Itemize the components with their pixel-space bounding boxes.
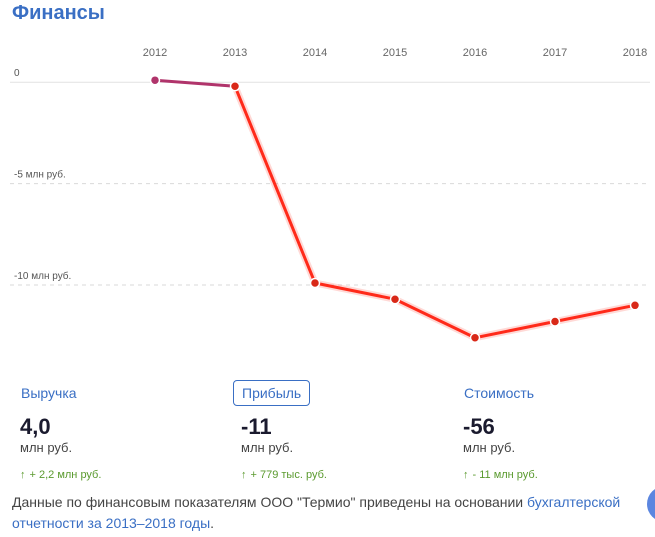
metric-profit-unit: млн руб. bbox=[241, 440, 294, 455]
floating-action-button[interactable] bbox=[647, 486, 655, 522]
section-title: Финансы bbox=[12, 2, 105, 24]
data-point bbox=[549, 316, 561, 327]
metric-revenue-tab[interactable]: Выручка bbox=[21, 385, 77, 401]
metric-revenue-unit: млн руб. bbox=[20, 440, 73, 455]
profit-line-chart: 0 -5 млн руб. -10 млн руб. 2012 2013 2014 2015… bbox=[10, 47, 650, 343]
arrow-up-icon: ↑ bbox=[241, 469, 247, 481]
metric-profit-tab[interactable]: Прибыль bbox=[233, 380, 311, 406]
metric-value: Стоимость -56 млн руб. ↑ - 11 млн руб. bbox=[463, 380, 543, 481]
data-source-note: Данные по финансовым показателям ООО "Те… bbox=[12, 494, 621, 531]
x-tick-label: 2015 bbox=[383, 47, 407, 59]
metric-value-value: -56 bbox=[463, 414, 495, 439]
metric-profit-delta: ↑ + 779 тыс. руб. bbox=[241, 469, 327, 481]
metric-revenue-value: 4,0 bbox=[20, 414, 51, 439]
data-point bbox=[309, 277, 321, 289]
accounting-report-link[interactable]: бухгалтерской отчетности за 2013–2018 го… bbox=[12, 494, 621, 531]
x-tick-label: 2018 bbox=[623, 47, 647, 59]
metric-revenue-delta: ↑ + 2,2 млн руб. bbox=[20, 469, 102, 481]
arrow-up-icon: ↑ bbox=[463, 469, 469, 481]
x-tick-label: 2017 bbox=[543, 47, 567, 59]
x-tick-label: 2012 bbox=[143, 47, 167, 59]
x-tick-label: 2013 bbox=[223, 47, 247, 59]
data-point bbox=[229, 81, 241, 92]
series-line bbox=[233, 84, 637, 340]
data-point bbox=[149, 74, 161, 86]
metric-revenue: Выручка 4,0 млн руб. ↑ + 2,2 млн руб. bbox=[20, 380, 101, 481]
metric-value-delta: ↑ - 11 млн руб. bbox=[463, 469, 538, 481]
data-point bbox=[469, 332, 481, 343]
data-point bbox=[629, 300, 641, 311]
metric-value-tab[interactable]: Стоимость bbox=[464, 385, 535, 401]
series-line-glow bbox=[231, 82, 639, 342]
y-tick-label: -10 млн руб. bbox=[14, 270, 71, 282]
metric-profit: Прибыль -11 млн руб. ↑ + 779 тыс. руб. bbox=[233, 380, 327, 481]
x-tick-label: 2016 bbox=[463, 47, 487, 59]
series-segment-first bbox=[153, 78, 237, 88]
metric-value-unit: млн руб. bbox=[463, 440, 516, 455]
x-tick-label: 2014 bbox=[303, 47, 327, 59]
data-point bbox=[389, 293, 401, 305]
y-tick-label: -5 млн руб. bbox=[14, 169, 66, 181]
y-tick-label: 0 bbox=[14, 68, 20, 79]
arrow-up-icon: ↑ bbox=[20, 469, 26, 481]
metric-profit-value: -11 bbox=[241, 414, 272, 439]
